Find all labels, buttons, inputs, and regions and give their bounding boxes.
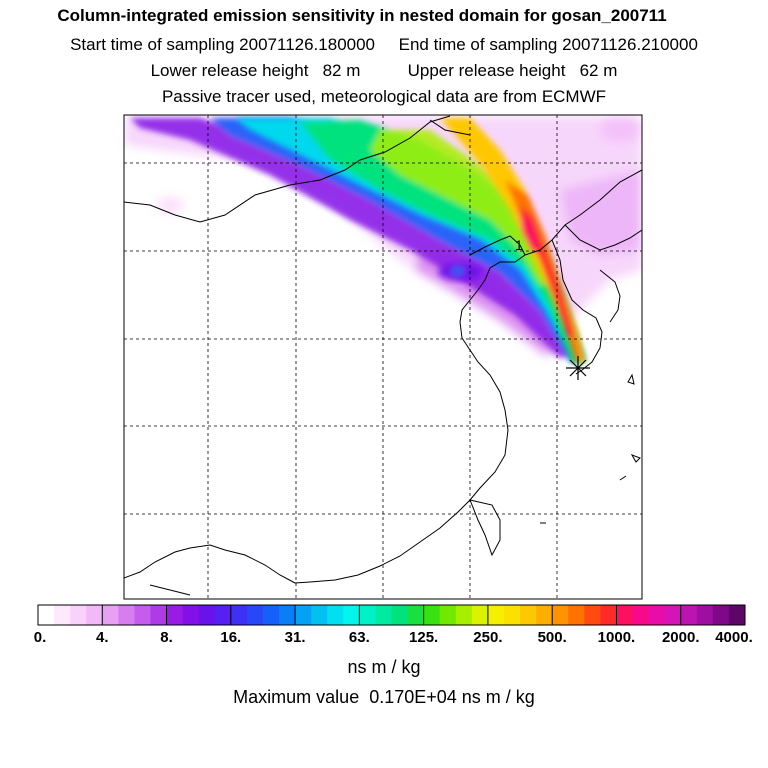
colorbar-tick-label: 8. — [160, 629, 173, 646]
colorbar-swatch — [664, 605, 682, 625]
colorbar-swatch — [54, 605, 71, 625]
colorbar-tick-label: 250. — [473, 629, 502, 646]
sampling-time-line: Start time of sampling 20071126.180000 E… — [70, 35, 698, 54]
colorbar-swatch — [246, 605, 264, 625]
colorbar-swatch — [616, 605, 634, 625]
colorbar-tick-label: 125. — [409, 629, 438, 646]
colorbar-tick-label: 500. — [538, 629, 567, 646]
maximum-value: Maximum value 0.170E+04 ns m / kg — [233, 687, 535, 707]
receptor-asterisk-marker — [566, 356, 590, 380]
colorbar-swatch — [552, 605, 569, 625]
colorbar-swatch — [680, 605, 698, 625]
colorbar-tick-label: 16. — [220, 629, 241, 646]
colorbar-swatch — [503, 605, 521, 625]
colorbar-swatch — [455, 605, 473, 625]
colorbar-swatch — [327, 605, 344, 625]
colorbar-tick-label: 31. — [285, 629, 306, 646]
colorbar-swatch — [214, 605, 232, 625]
map-frame — [123, 114, 643, 600]
plume-field — [125, 116, 642, 364]
colorbar-swatch — [38, 605, 55, 625]
colorbar-swatch — [70, 605, 87, 625]
colorbar-tick-label: 63. — [349, 629, 370, 646]
colorbar-swatch — [150, 605, 168, 625]
colorbar-swatch — [230, 605, 248, 625]
colorbar-tick-label: 2000. — [662, 629, 700, 646]
colorbar-swatch — [102, 605, 119, 625]
colorbar-swatch — [262, 605, 280, 625]
colorbar-tick-label: 4. — [96, 629, 109, 646]
colorbar-border — [37, 604, 746, 626]
colorbar-swatch — [407, 605, 425, 625]
colorbar-swatch — [439, 605, 457, 625]
colorbar-swatch — [391, 605, 409, 625]
colorbar-tick-label: 4000. — [715, 629, 753, 646]
plot-title: Column-integrated emission sensitivity i… — [57, 6, 667, 25]
coastlines — [124, 115, 642, 596]
colorbar-swatch — [568, 605, 585, 625]
release-marker-label: 1 — [515, 237, 523, 253]
colorbar-swatch — [182, 605, 200, 625]
colorbar-swatch — [198, 605, 216, 625]
colorbar-swatch — [359, 605, 376, 625]
colorbar-swatch — [584, 605, 601, 625]
colorbar-swatch — [520, 605, 537, 625]
colorbar: 0. 4. 8. 16. 31. 63. 125. 250. 500. 1000. 2000. 400… — [34, 604, 753, 646]
release-height-line: Lower release height 82 m Upper release … — [150, 61, 618, 80]
colorbar-swatch — [471, 605, 489, 625]
colorbar-swatch — [375, 605, 392, 625]
colorbar-swatch — [423, 605, 441, 625]
colorbar-swatch — [295, 605, 312, 625]
colorbar-swatch — [311, 605, 328, 625]
colorbar-swatch — [279, 605, 296, 625]
colorbar-swatch — [712, 605, 730, 625]
colorbar-swatch — [696, 605, 714, 625]
colorbar-swatch — [632, 605, 650, 625]
colorbar-swatch — [536, 605, 553, 625]
colorbar-swatch — [343, 605, 360, 625]
tracer-info-line: Passive tracer used, meteorological data… — [161, 87, 607, 106]
colorbar-swatch — [600, 605, 617, 625]
colorbar-swatch — [487, 605, 505, 625]
colorbar-tick-label: 1000. — [598, 629, 636, 646]
colorbar-swatch — [86, 605, 103, 625]
colorbar-swatch — [648, 605, 666, 625]
colorbar-swatch — [166, 605, 184, 625]
colorbar-swatch — [134, 605, 151, 625]
colorbar-swatch — [728, 605, 746, 625]
lat-lon-grid — [124, 115, 642, 599]
colorbar-swatch — [118, 605, 135, 625]
colorbar-units: ns m / kg — [347, 657, 421, 677]
colorbar-tick-label: 0. — [34, 629, 47, 646]
